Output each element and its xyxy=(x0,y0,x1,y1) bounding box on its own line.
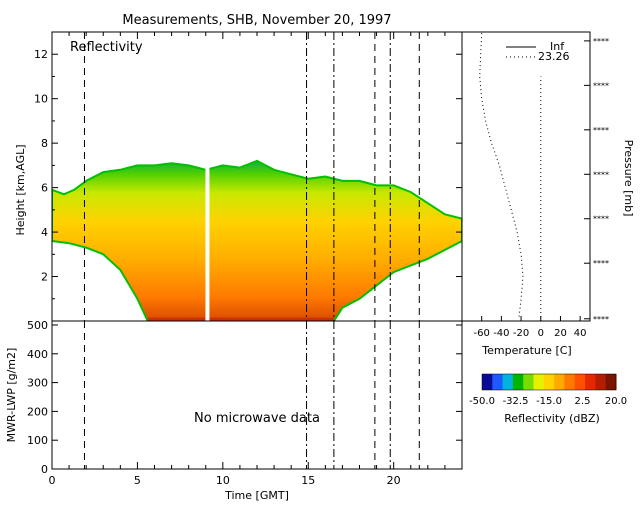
colorbar-swatch xyxy=(543,374,555,390)
lwp-tick-label: 200 xyxy=(27,405,48,418)
colorbar-tick-labels: -50.0 -32.5 -15.0 2.5 20.0 xyxy=(469,396,627,407)
time-tick-label: 10 xyxy=(216,474,230,487)
height-axis-label: Height [km,AGL] xyxy=(14,144,27,235)
temperature-profiles xyxy=(479,31,542,321)
pressure-tick-label: **** xyxy=(593,126,609,135)
data-gap xyxy=(205,160,210,321)
lwp-panel: 0 100 200 300 400 500 0 5 10 15 20 No microwave d… xyxy=(5,32,463,502)
event-lines-bottom xyxy=(83,321,420,469)
height-tick-label: 6 xyxy=(41,182,48,195)
colorbar-tick-label: -15.0 xyxy=(536,396,562,407)
height-tick-label: 10 xyxy=(34,93,48,106)
colorbar-swatch xyxy=(574,374,586,390)
colorbar-title: Reflectivity (dBZ) xyxy=(504,412,600,425)
colorbar-swatch xyxy=(482,374,493,390)
time-tick-label: 0 xyxy=(49,474,56,487)
height-tick-label: 2 xyxy=(41,271,48,284)
reflectivity-echo xyxy=(52,159,462,321)
no-data-annotation: No microwave data xyxy=(194,411,320,426)
pressure-axis-ticks: **** **** **** **** **** **** **** xyxy=(584,37,609,324)
height-tick-label: 4 xyxy=(41,226,48,239)
event-lines-top xyxy=(83,32,420,321)
colorbar-swatch xyxy=(502,374,514,390)
time-axis-label: Time [GMT] xyxy=(224,489,289,502)
temperature-series-line xyxy=(479,31,524,317)
lwp-frame xyxy=(51,320,463,470)
pressure-axis-label: Pressure [mb] xyxy=(622,140,635,217)
lwp-tick-label: 100 xyxy=(27,434,48,447)
pressure-tick-label: **** xyxy=(593,37,609,46)
lwp-tick-label: 0 xyxy=(41,463,48,476)
reflectivity-surface-band xyxy=(147,317,334,321)
pressure-tick-label: **** xyxy=(593,259,609,268)
temperature-tick-label: 40 xyxy=(574,328,587,339)
reflectivity-panel: 2 4 6 8 10 12 Reflectivity Height [km,AGL] xyxy=(14,31,463,322)
time-axis-ticks: 0 5 10 15 20 xyxy=(49,32,463,487)
colorbar-swatch xyxy=(585,374,596,390)
panel-label: Reflectivity xyxy=(70,40,143,55)
legend-dotted-label: 23.26 xyxy=(538,50,570,63)
lwp-tick-label: 300 xyxy=(27,377,48,390)
height-tick-label: 12 xyxy=(34,48,48,61)
lwp-axis-ticks: 0 100 200 300 400 500 xyxy=(27,319,462,476)
temperature-axis-ticks: -60 -40 -20 0 20 40 xyxy=(474,316,587,339)
temperature-frame xyxy=(461,31,591,322)
height-axis-ticks: 2 4 6 8 10 12 xyxy=(34,48,462,300)
colorbar-tick-label: 2.5 xyxy=(575,396,591,407)
temperature-panel: **************************** -60 -40 -20 0 2… xyxy=(461,31,635,357)
temperature-legend: Inf 23.26 xyxy=(506,40,570,63)
colorbar: -50.0 -32.5 -15.0 2.5 20.0 Reflectivity (dBZ… xyxy=(469,373,627,425)
time-tick-label: 5 xyxy=(134,474,141,487)
colorbar-swatch xyxy=(533,374,545,390)
colorbar-swatches xyxy=(482,374,617,390)
colorbar-swatch xyxy=(523,374,535,390)
lwp-axis-label: MWR-LWP [g/m2] xyxy=(5,348,18,443)
temperature-axis-label: Temperature [C] xyxy=(481,344,571,357)
lwp-tick-label: 400 xyxy=(27,348,48,361)
pressure-tick-label: **** xyxy=(593,170,609,179)
lwp-tick-label: 500 xyxy=(27,319,48,332)
temperature-tick-label: 20 xyxy=(554,328,567,339)
chart-title: Measurements, SHB, November 20, 1997 xyxy=(122,13,391,28)
pressure-tick-label: **** xyxy=(593,215,609,224)
colorbar-swatch xyxy=(554,374,565,390)
colorbar-swatch xyxy=(595,374,607,390)
temperature-tick-label: -40 xyxy=(493,328,509,339)
time-tick-label: 15 xyxy=(301,474,315,487)
height-tick-label: 8 xyxy=(41,137,48,150)
colorbar-tick-label: 20.0 xyxy=(605,396,627,407)
colorbar-swatch xyxy=(605,374,617,390)
pressure-tick-label: **** xyxy=(593,81,609,90)
legend-solid-label: Inf xyxy=(550,40,565,53)
temperature-tick-label: -60 xyxy=(474,328,490,339)
colorbar-tick-label: -32.5 xyxy=(503,396,529,407)
colorbar-tick-label: -50.0 xyxy=(469,396,495,407)
pressure-tick-label: **** xyxy=(593,315,609,324)
colorbar-swatch xyxy=(492,374,504,390)
colorbar-swatch xyxy=(564,374,576,390)
temperature-tick-label: 0 xyxy=(538,328,544,339)
colorbar-swatch xyxy=(512,374,524,390)
temperature-tick-label: -20 xyxy=(513,328,529,339)
time-tick-label: 20 xyxy=(387,474,401,487)
